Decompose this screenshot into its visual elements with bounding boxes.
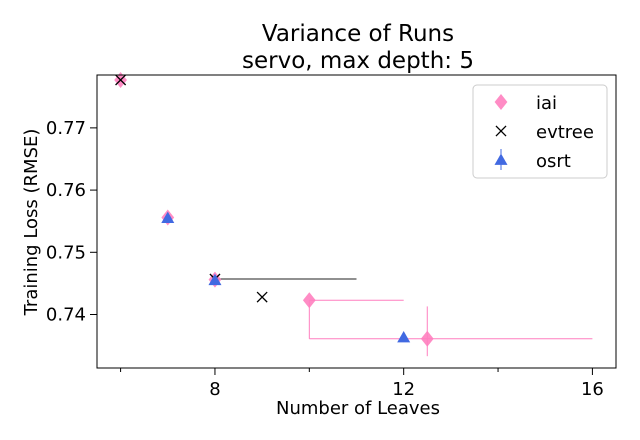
y-tick-label: 0.76 [46,180,86,201]
x-tick-label: 16 [581,379,604,400]
iai-point [302,292,316,309]
y-axis: 0.74 0.75 0.76 0.77 [46,118,97,326]
legend-items: iai evtree osrt [494,93,594,172]
evtree-point [115,74,127,86]
osrt-point [208,273,222,286]
y-tick-label: 0.75 [46,242,86,263]
x-axis-label: Number of Leaves [276,398,440,419]
osrt-point [397,331,411,343]
legend-box [472,84,608,179]
legend-evtree-marker [495,125,507,137]
evtree-point-stroke-b [256,291,268,303]
legend-evtree-marker-stroke-b [495,125,507,137]
y-axis-label: Training Loss (RMSE) [21,129,42,317]
x-tick-label: 12 [392,379,415,400]
legend-iai-marker [494,94,508,110]
chart-subtitle: servo, max depth: 5 [242,48,474,74]
y-tick-label: 0.74 [46,305,86,326]
legend-osrt-label: osrt [536,151,571,172]
legend-iai-label: iai [536,93,557,114]
x-axis: 8 12 16 [120,368,604,400]
plot-frame [96,74,617,369]
osrt-point [161,211,175,223]
evtree-point-stroke-b [115,74,127,86]
chart-title: Variance of Runs [262,21,454,47]
x-tick-label: 8 [209,379,220,400]
evtree-point [256,291,268,303]
iai-point [420,330,434,347]
legend: iai evtree osrt [472,84,608,179]
legend-evtree-label: evtree [536,122,594,143]
y-tick-label: 0.77 [46,118,86,139]
data-markers [114,71,434,347]
